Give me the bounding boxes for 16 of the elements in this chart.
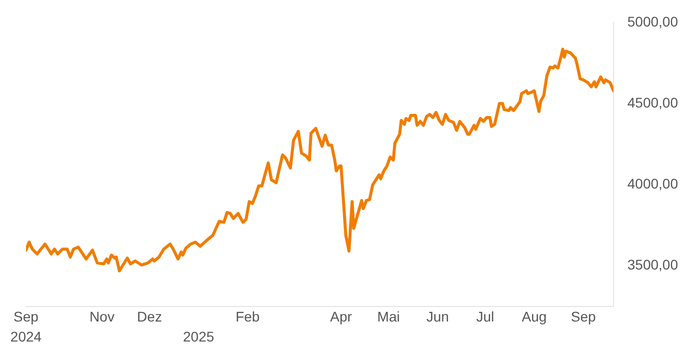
- y-tick-label: 5000,00: [627, 13, 678, 30]
- x2-tick-label: 2024: [10, 328, 42, 344]
- x-tick-label: Jun: [426, 308, 449, 325]
- y-tick-label: 3500,00: [627, 256, 678, 273]
- x-tick-label: Aug: [522, 308, 547, 325]
- x-tick-label: Sep: [14, 308, 39, 325]
- x2-tick-label: 2025: [183, 328, 214, 344]
- x-tick-label: Apr: [330, 308, 352, 325]
- x-tick-label: Nov: [90, 308, 114, 325]
- y-tick-label: 4000,00: [627, 176, 678, 192]
- x-tick-label: Feb: [236, 308, 260, 325]
- x-tick-label: Dez: [137, 308, 162, 325]
- y-tick-label: 4500,00: [627, 94, 678, 110]
- x-tick-label: Sep: [570, 308, 596, 325]
- x-tick-label: Mai: [377, 308, 400, 325]
- x-tick-label: Jul: [476, 308, 494, 325]
